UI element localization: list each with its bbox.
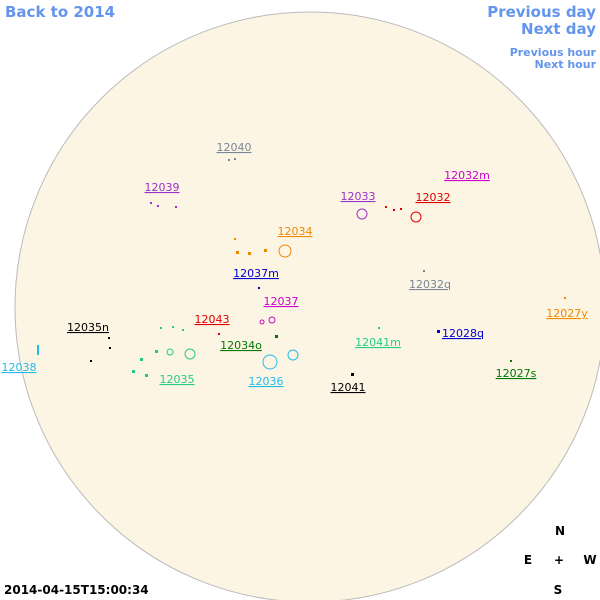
region-label[interactable]: 12036	[249, 375, 284, 388]
next-day-link[interactable]: Next day	[521, 20, 596, 38]
region-label[interactable]: 12033	[341, 190, 376, 203]
timestamp: 2014-04-15T15:00:34	[4, 583, 149, 597]
back-link[interactable]: Back to 2014	[5, 3, 115, 21]
region-label[interactable]: 12039	[145, 181, 180, 194]
region-label[interactable]: 12038	[2, 361, 37, 374]
compass-w: W	[583, 553, 596, 567]
compass-n: N	[555, 524, 565, 538]
compass-e: E	[524, 553, 532, 567]
region-label[interactable]: 12027y	[546, 307, 588, 320]
solar-disk	[14, 11, 600, 600]
region-label[interactable]: 12041m	[355, 336, 401, 349]
compass-s: S	[554, 583, 563, 597]
spot-dots	[37, 158, 566, 377]
region-label[interactable]: 12032m	[444, 169, 490, 182]
region-label[interactable]: 12037m	[233, 267, 279, 280]
region-label[interactable]: 12028q	[442, 327, 484, 340]
region-label[interactable]: 12032q	[409, 278, 451, 291]
region-label[interactable]: 12034o	[220, 339, 262, 352]
region-label[interactable]: 12040	[217, 141, 252, 154]
region-label[interactable]: 12027s	[496, 367, 537, 380]
region-label[interactable]: 12035	[160, 373, 195, 386]
previous-day-link[interactable]: Previous day	[487, 3, 596, 21]
region-label[interactable]: 12041	[331, 381, 366, 394]
previous-hour-link[interactable]: Previous hour	[510, 46, 597, 59]
spots	[166, 208, 422, 370]
compass-center: +	[554, 553, 564, 567]
region-label[interactable]: 12037	[264, 295, 299, 308]
region-label[interactable]: 12035n	[67, 321, 109, 334]
region-label[interactable]: 12043	[195, 313, 230, 326]
region-label[interactable]: 12034	[278, 225, 313, 238]
next-hour-link[interactable]: Next hour	[535, 58, 597, 71]
region-label[interactable]: 12032	[416, 191, 451, 204]
